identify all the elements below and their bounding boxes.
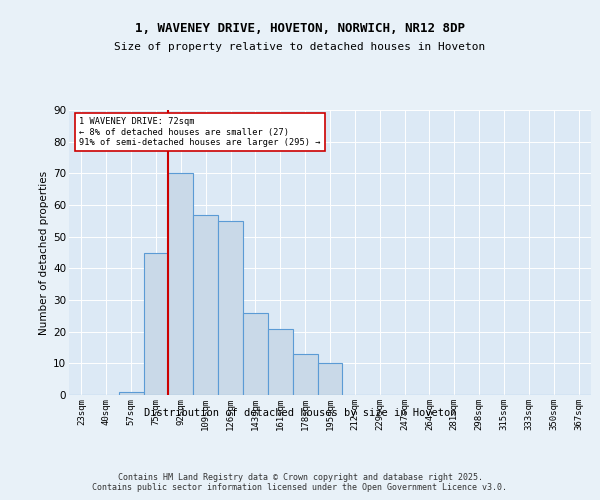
Text: Size of property relative to detached houses in Hoveton: Size of property relative to detached ho… bbox=[115, 42, 485, 52]
Text: Contains HM Land Registry data © Crown copyright and database right 2025.
Contai: Contains HM Land Registry data © Crown c… bbox=[92, 472, 508, 492]
Text: Distribution of detached houses by size in Hoveton: Distribution of detached houses by size … bbox=[144, 408, 456, 418]
Bar bbox=[119, 392, 143, 395]
Bar bbox=[193, 214, 218, 395]
Bar bbox=[143, 252, 169, 395]
Y-axis label: Number of detached properties: Number of detached properties bbox=[39, 170, 49, 334]
Text: 1, WAVENEY DRIVE, HOVETON, NORWICH, NR12 8DP: 1, WAVENEY DRIVE, HOVETON, NORWICH, NR12… bbox=[135, 22, 465, 36]
Text: 1 WAVENEY DRIVE: 72sqm
← 8% of detached houses are smaller (27)
91% of semi-deta: 1 WAVENEY DRIVE: 72sqm ← 8% of detached … bbox=[79, 117, 321, 147]
Bar bbox=[218, 221, 243, 395]
Bar bbox=[169, 174, 193, 395]
Bar bbox=[243, 312, 268, 395]
Bar bbox=[268, 328, 293, 395]
Bar bbox=[293, 354, 317, 395]
Bar bbox=[317, 364, 343, 395]
